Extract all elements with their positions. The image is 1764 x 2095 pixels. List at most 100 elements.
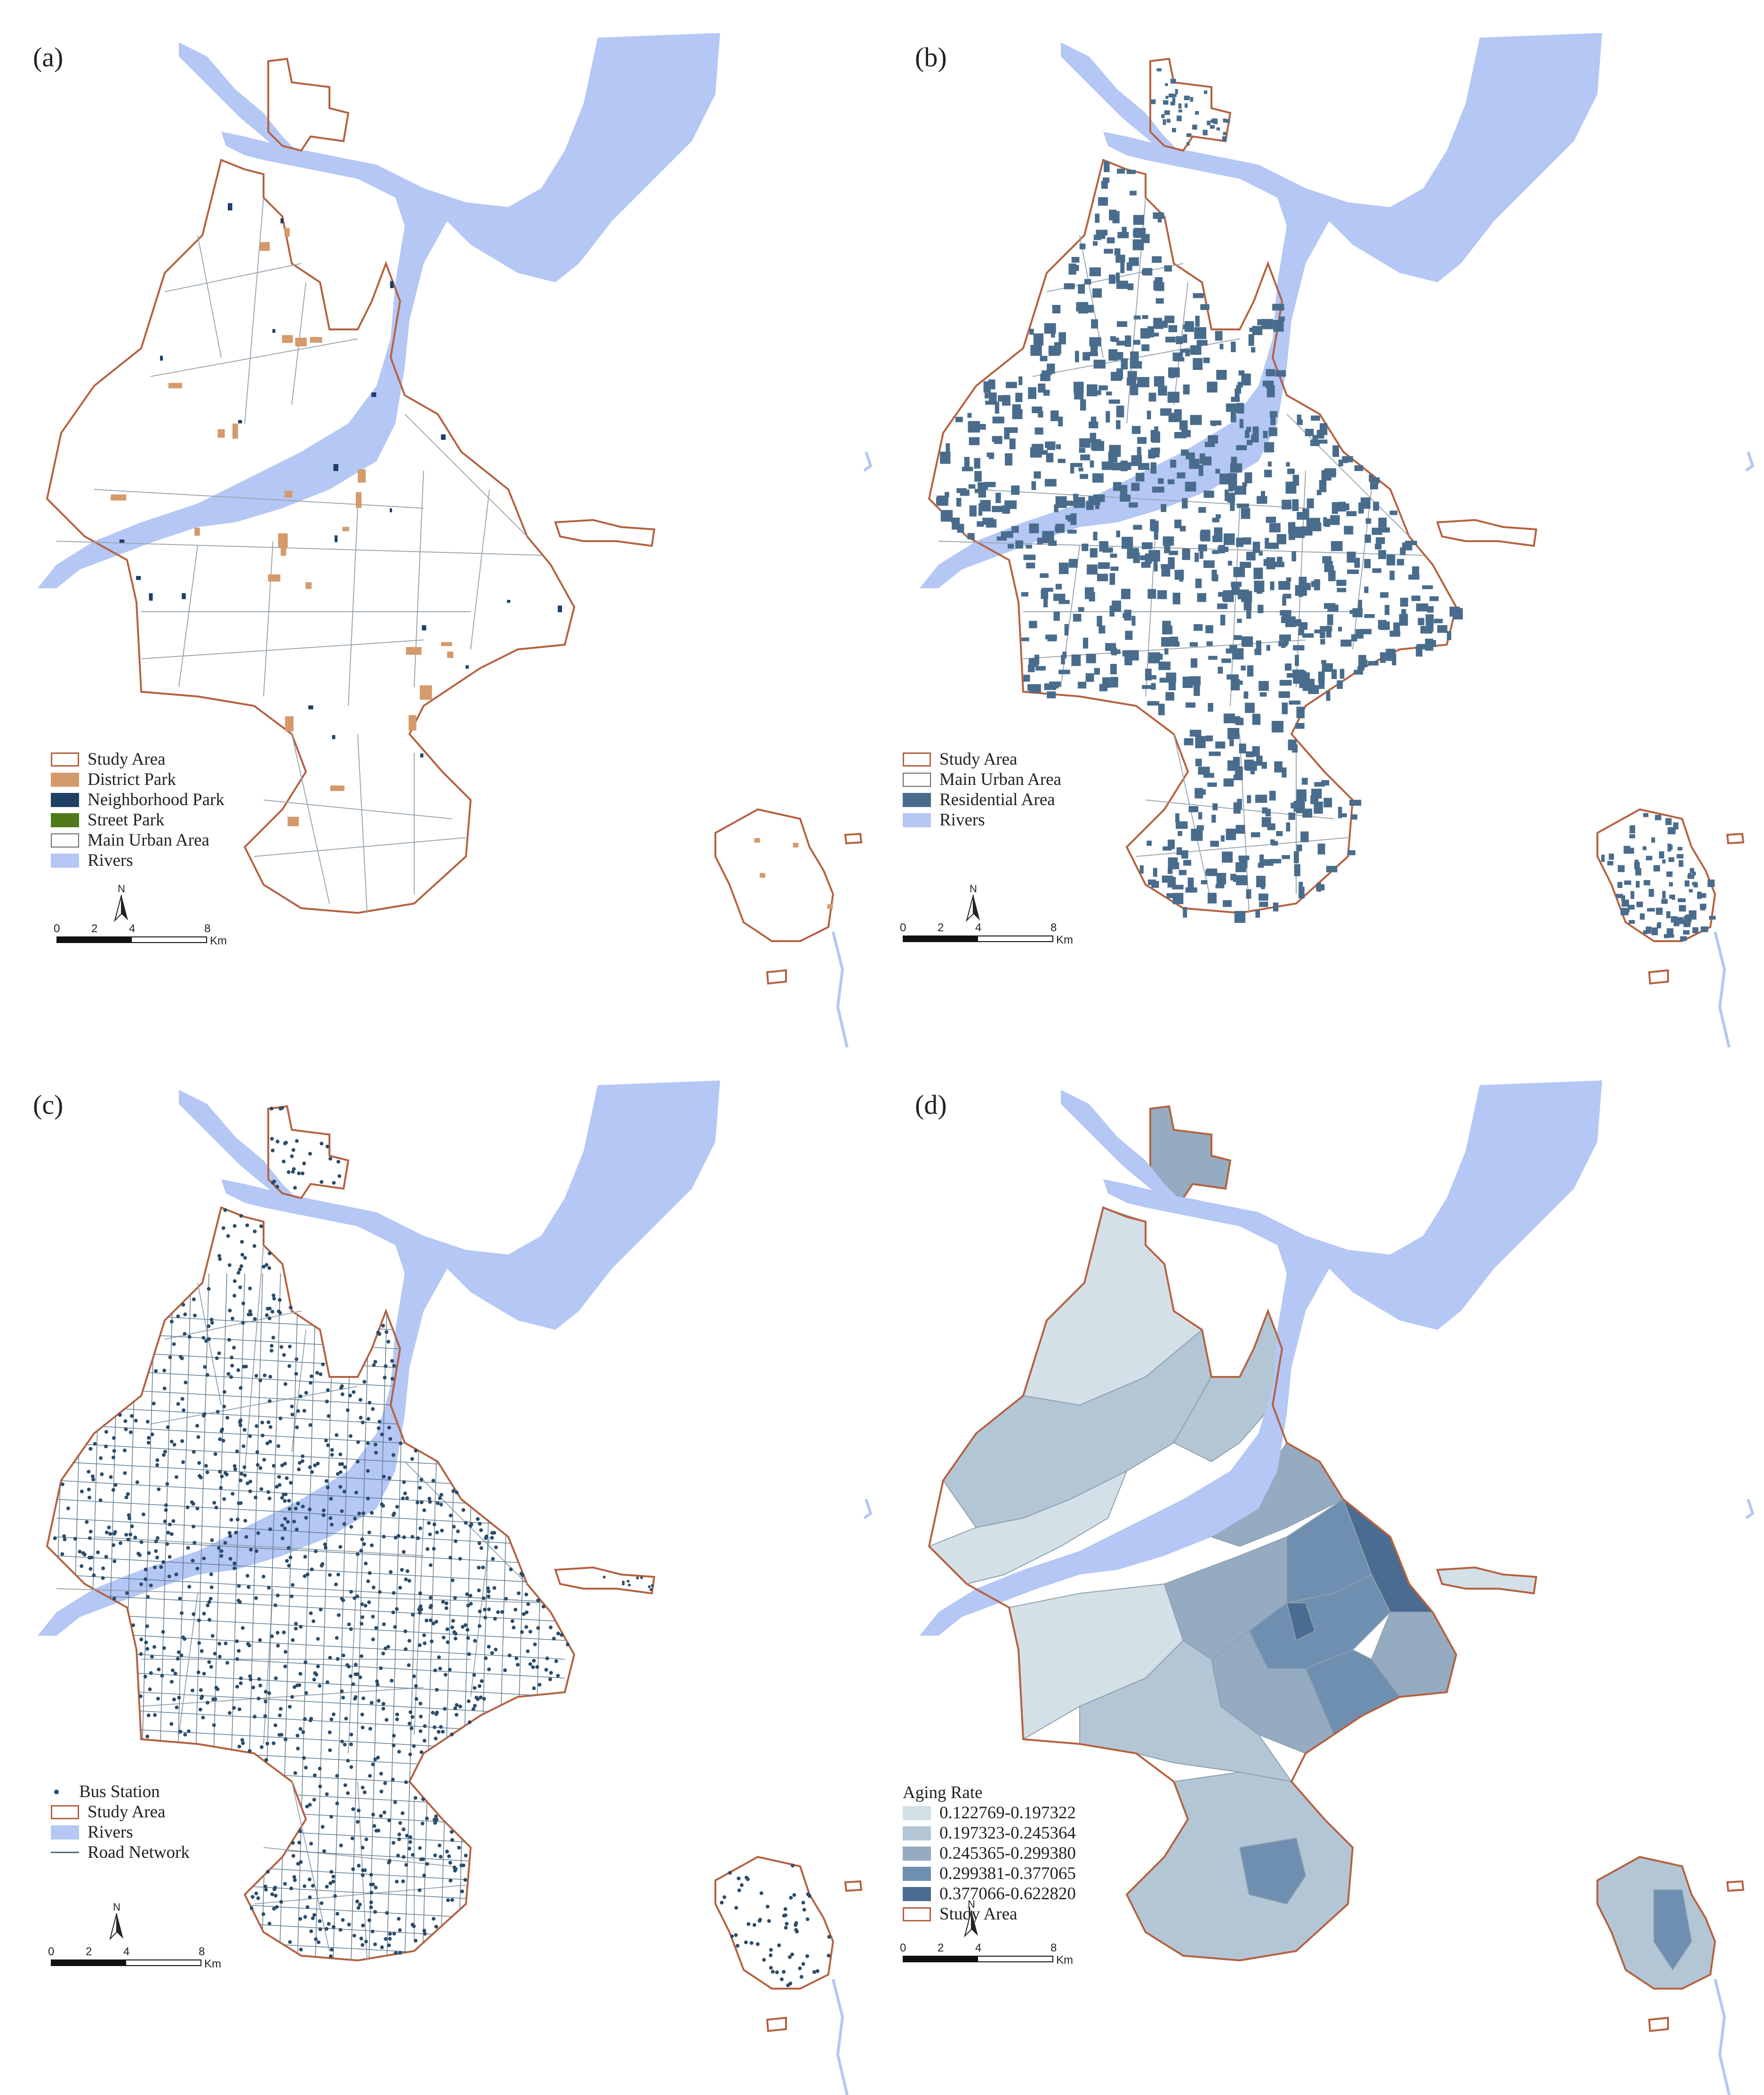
bus-station	[417, 1611, 422, 1615]
bus-station	[784, 1926, 788, 1930]
residential-block	[1084, 279, 1091, 285]
urban-boundary-line	[1173, 734, 1212, 904]
bus-station	[218, 1257, 222, 1261]
residential-block	[1235, 824, 1245, 834]
residential-block	[1646, 856, 1652, 861]
bus-station	[176, 1314, 180, 1319]
bus-station	[364, 1561, 368, 1566]
residential-block	[1278, 691, 1290, 698]
residential-block	[1170, 460, 1177, 468]
residential-block	[978, 508, 983, 516]
bus-station	[314, 1672, 319, 1677]
bus-station	[210, 1538, 214, 1543]
bus-station	[477, 1566, 481, 1570]
bus-station	[319, 1372, 323, 1376]
bus-station	[183, 1312, 187, 1317]
district-park	[168, 383, 182, 389]
residential-block	[1110, 649, 1121, 654]
north-label: N	[113, 1901, 120, 1913]
bus-station	[419, 1478, 424, 1482]
residential-block	[1131, 482, 1140, 491]
residential-block	[1259, 681, 1269, 691]
bus-station	[253, 1317, 257, 1321]
north-arrow: N	[959, 883, 987, 925]
residential-block	[1389, 511, 1397, 515]
residential-block	[1177, 115, 1182, 121]
residential-block	[1151, 520, 1159, 532]
bus-station	[316, 1637, 320, 1641]
residential-block	[1242, 482, 1247, 487]
line-swatch	[51, 1852, 79, 1853]
bus-station	[203, 1365, 207, 1369]
bus-station	[392, 1932, 396, 1936]
bus-station	[295, 1139, 299, 1143]
bus-station	[401, 1827, 406, 1831]
residential-block	[1223, 132, 1227, 136]
bus-station	[271, 1148, 275, 1152]
bus-station	[385, 1911, 389, 1915]
urban-boundary-line	[291, 1781, 330, 1951]
bus-station	[449, 1879, 453, 1883]
bus-station	[371, 1615, 375, 1619]
bus-station	[487, 1607, 491, 1611]
bus-station	[326, 1388, 330, 1392]
bus-station	[308, 1151, 312, 1156]
residential-block	[1156, 68, 1162, 72]
bus-station	[414, 1448, 418, 1453]
bus-station	[247, 1643, 251, 1647]
bus-station	[283, 1517, 287, 1521]
residential-block	[1259, 854, 1264, 864]
residential-block	[1074, 351, 1079, 362]
bus-station	[432, 1917, 436, 1921]
residential-block	[1207, 120, 1211, 126]
bus-station	[329, 1522, 334, 1527]
residential-block	[1252, 542, 1260, 553]
residential-block	[1139, 865, 1144, 874]
legend-label: 0.122769-0.197322	[939, 1803, 1076, 1823]
outline-swatch	[51, 752, 79, 767]
bus-station	[392, 1364, 396, 1368]
bus-station	[128, 1430, 133, 1434]
bus-station	[421, 1797, 425, 1801]
residential-block	[1097, 574, 1108, 582]
bus-station	[330, 1453, 334, 1457]
bus-station	[146, 1713, 151, 1718]
residential-block	[1282, 499, 1291, 510]
residential-block	[1279, 316, 1285, 321]
bus-station	[483, 1607, 487, 1612]
residential-block	[1302, 633, 1314, 638]
bus-station	[292, 1519, 296, 1524]
bus-station	[282, 1353, 286, 1357]
urban-boundary-line	[56, 541, 542, 556]
bus-station	[298, 1829, 302, 1833]
bus-station	[162, 1386, 167, 1391]
bus-station	[118, 1413, 122, 1417]
residential-block	[1246, 889, 1251, 899]
bus-station	[359, 1415, 363, 1420]
bus-station	[304, 1516, 308, 1520]
residential-block	[1687, 918, 1691, 926]
residential-block	[1266, 369, 1275, 376]
study-area-boundary	[267, 57, 350, 152]
bus-station	[392, 1841, 396, 1845]
bus-station	[351, 1867, 355, 1871]
bus-station	[369, 1900, 373, 1904]
bus-station	[273, 1723, 278, 1727]
residential-block	[1337, 503, 1349, 511]
residential-block	[1223, 118, 1227, 123]
panel-b-residential-map: (b) Study Area Main Urban Area Residential…	[882, 0, 1764, 1048]
bus-station	[176, 1656, 180, 1661]
residential-block	[1319, 480, 1327, 492]
bus-station	[445, 1849, 449, 1854]
residential-block	[1164, 265, 1172, 272]
residential-block	[1175, 813, 1179, 823]
bus-station	[53, 1536, 57, 1540]
residential-block	[1198, 767, 1210, 775]
legend-title: Aging Rate	[903, 1783, 983, 1802]
bus-station	[278, 1713, 282, 1718]
bus-station	[402, 1480, 406, 1484]
bus-station	[755, 1942, 760, 1946]
residential-block	[1373, 502, 1379, 511]
bus-station	[296, 1862, 300, 1866]
bus-station	[433, 1725, 437, 1729]
